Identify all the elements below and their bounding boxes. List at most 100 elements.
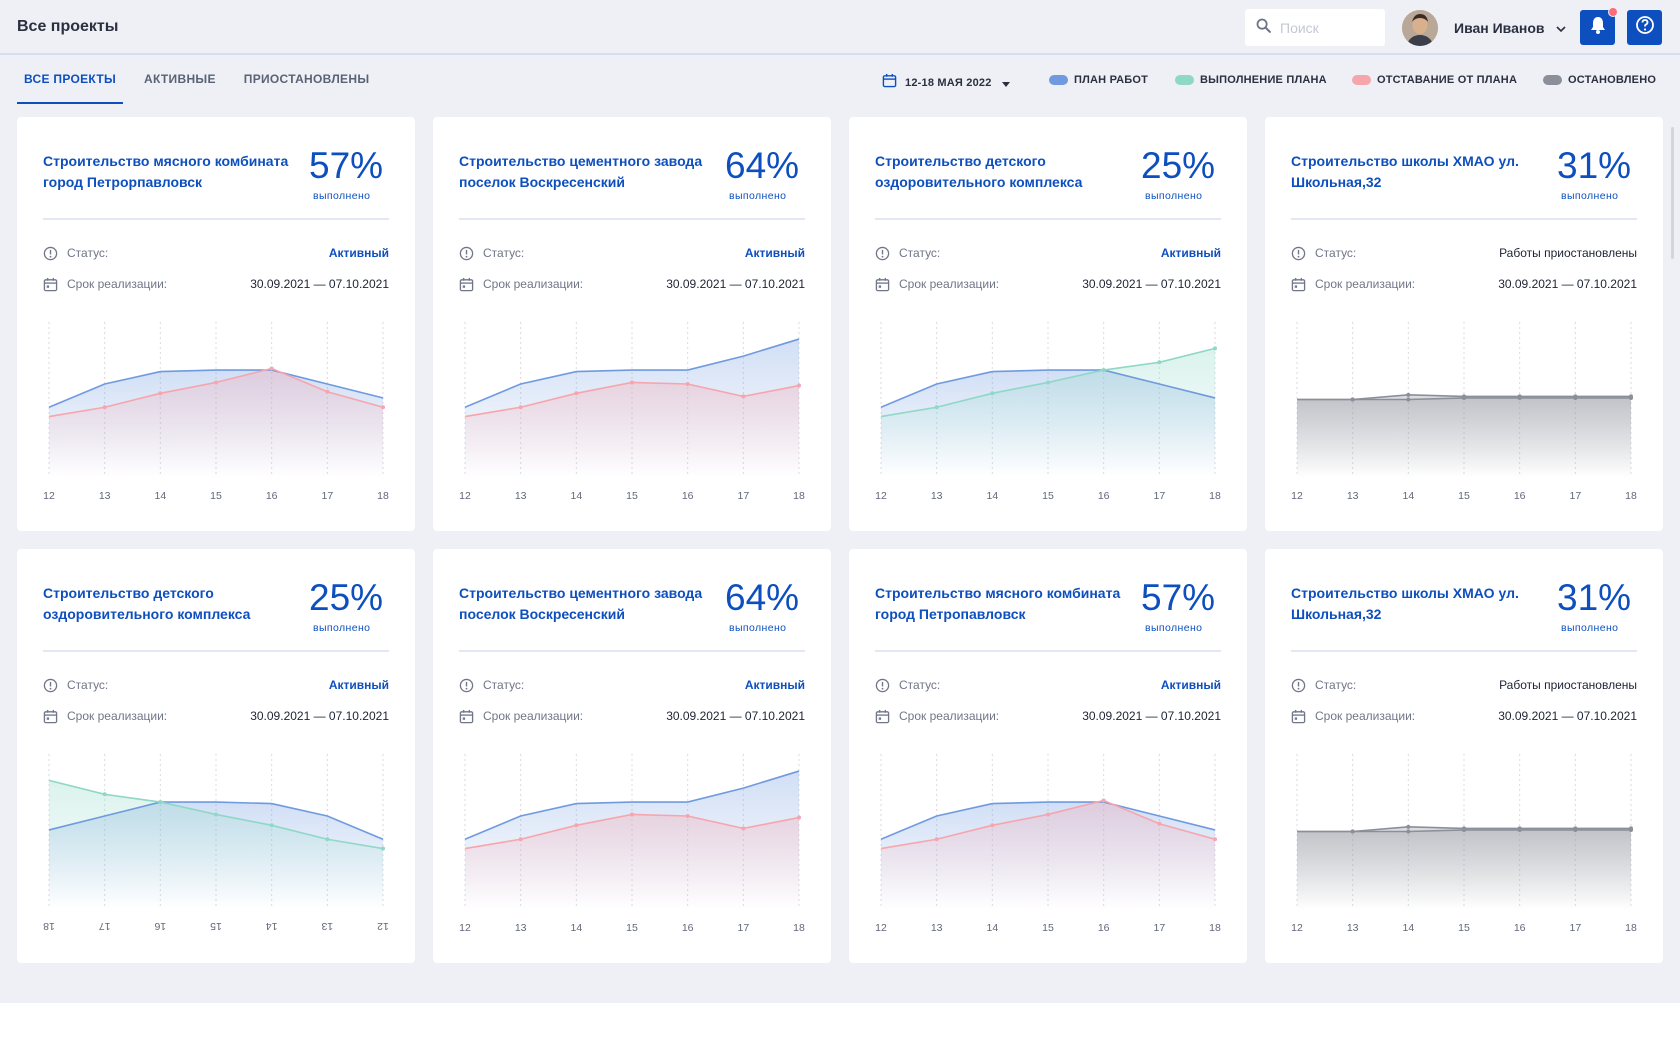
x-tick-label: 14 bbox=[570, 922, 582, 934]
project-title[interactable]: Строительство детского оздоровительного … bbox=[875, 153, 1083, 190]
divider bbox=[875, 650, 1221, 652]
help-button[interactable] bbox=[1627, 10, 1662, 45]
x-tick-label: 16 bbox=[154, 920, 166, 932]
data-point bbox=[1101, 368, 1106, 373]
data-point bbox=[934, 405, 939, 410]
completion-percent: 64% bbox=[725, 145, 800, 186]
divider bbox=[459, 218, 805, 220]
project-title[interactable]: Строительство детского оздоровительного … bbox=[43, 585, 251, 622]
project-title[interactable]: Строительство цементного завода поселок … bbox=[459, 585, 703, 622]
project-card[interactable]: Строительство мясного комбината город Пе… bbox=[17, 117, 415, 531]
project-card[interactable]: Строительство школы ХМАО ул. Школьная,32… bbox=[1265, 117, 1663, 531]
x-tick-label: 15 bbox=[1042, 922, 1054, 934]
project-title[interactable]: Строительство школы ХМАО ул. Школьная,32 bbox=[1291, 153, 1519, 190]
user-menu[interactable]: Иван Иванов bbox=[1402, 10, 1567, 46]
project-card[interactable]: Строительство детского оздоровительного … bbox=[17, 549, 415, 963]
tab-active[interactable]: АКТИВНЫЕ bbox=[144, 72, 216, 86]
status-label: Статус: bbox=[1315, 678, 1357, 692]
project-card[interactable]: Строительство цементного завода поселок … bbox=[433, 117, 831, 531]
x-tick-label: 15 bbox=[1458, 490, 1470, 502]
status-value: Работы приостановлены bbox=[1499, 246, 1637, 260]
x-tick-label: 14 bbox=[1402, 490, 1414, 502]
progress-chart: 12 13 14 15 16 17 18 bbox=[459, 754, 805, 934]
term-label: Срок реализации: bbox=[483, 709, 584, 723]
project-card[interactable]: Строительство мясного комбината город Пе… bbox=[849, 549, 1247, 963]
tab-all-projects[interactable]: ВСЕ ПРОЕКТЫ bbox=[17, 56, 124, 104]
data-point bbox=[685, 814, 690, 818]
tab-paused[interactable]: ПРИОСТАНОВЛЕНЫ bbox=[243, 72, 370, 86]
data-point bbox=[797, 383, 801, 388]
x-tick-label: 12 bbox=[875, 490, 887, 502]
x-tick-label: 17 bbox=[737, 922, 749, 934]
term-row: Срок реализации: 30.09.2021 — 07.10.2021 bbox=[459, 274, 805, 294]
status-row: Статус: Активный bbox=[43, 675, 389, 695]
project-title[interactable]: Строительство цементного завода поселок … bbox=[459, 153, 703, 190]
x-tick-label: 15 bbox=[626, 922, 638, 934]
calendar-icon bbox=[43, 277, 58, 292]
project-title[interactable]: Строительство мясного комбината город Пе… bbox=[875, 585, 1121, 622]
data-point bbox=[1573, 395, 1578, 400]
completion-label: выполнено bbox=[729, 622, 787, 634]
project-title[interactable]: Строительство школы ХМАО ул. Школьная,32 bbox=[1291, 585, 1519, 622]
data-point bbox=[1101, 798, 1106, 803]
data-point bbox=[325, 389, 330, 394]
project-card[interactable]: Строительство детского оздоровительного … bbox=[849, 117, 1247, 531]
status-row: Статус: Активный bbox=[875, 243, 1221, 263]
data-point bbox=[741, 826, 746, 831]
term-label: Срок реализации: bbox=[899, 277, 1000, 291]
info-icon bbox=[875, 246, 890, 261]
progress-chart: 12 13 14 15 16 17 18 bbox=[1291, 754, 1637, 934]
term-value: 30.09.2021 — 07.10.2021 bbox=[250, 277, 389, 291]
info-icon bbox=[459, 678, 474, 693]
chevron-down-icon bbox=[1555, 22, 1567, 34]
x-tick-label: 15 bbox=[210, 490, 222, 502]
x-tick-label: 14 bbox=[266, 920, 278, 932]
period-label: 12-18 МАЯ 2022 bbox=[905, 77, 992, 89]
data-point bbox=[1046, 812, 1050, 817]
x-tick-label: 14 bbox=[154, 490, 166, 502]
top-bar: Все проекты Иван Иванов bbox=[0, 0, 1680, 55]
x-tick-label: 12 bbox=[459, 490, 471, 502]
legend-swatch bbox=[1049, 75, 1068, 85]
project-card[interactable]: Строительство школы ХМАО ул. Школьная,32… bbox=[1265, 549, 1663, 963]
status-label: Статус: bbox=[483, 678, 525, 692]
divider bbox=[1291, 650, 1637, 652]
search-box[interactable] bbox=[1245, 9, 1385, 46]
status-label: Статус: bbox=[67, 678, 109, 692]
term-value: 30.09.2021 — 07.10.2021 bbox=[1082, 709, 1221, 723]
progress-chart: 12 13 14 15 16 17 18 bbox=[459, 322, 805, 502]
series-line bbox=[48, 369, 384, 408]
divider bbox=[43, 650, 389, 652]
x-tick-label: 12 bbox=[1291, 922, 1303, 934]
search-input[interactable] bbox=[1280, 19, 1380, 36]
legend-swatch bbox=[1175, 75, 1194, 85]
project-title[interactable]: Строительство мясного комбината город Пе… bbox=[43, 153, 289, 190]
term-label: Срок реализации: bbox=[67, 277, 168, 291]
x-tick-label: 15 bbox=[626, 490, 638, 502]
x-tick-label: 13 bbox=[515, 490, 527, 502]
completion-label: выполнено bbox=[313, 190, 371, 202]
scrollbar[interactable] bbox=[1671, 127, 1674, 259]
status-value: Работы приостановлены bbox=[1499, 678, 1637, 692]
x-tick-label: 14 bbox=[986, 490, 998, 502]
x-tick-label: 14 bbox=[570, 490, 582, 502]
notifications-button[interactable] bbox=[1580, 7, 1618, 45]
term-label: Срок реализации: bbox=[1315, 277, 1416, 291]
completion-label: выполнено bbox=[1145, 190, 1203, 202]
divider bbox=[459, 650, 805, 652]
x-tick-label: 13 bbox=[1347, 922, 1359, 934]
completion-percent: 57% bbox=[1141, 577, 1216, 618]
series-area bbox=[881, 800, 1215, 909]
data-point bbox=[1350, 397, 1355, 402]
term-row: Срок реализации: 30.09.2021 — 07.10.2021 bbox=[875, 274, 1221, 294]
period-selector[interactable]: 12-18 МАЯ 2022 bbox=[882, 73, 1010, 93]
x-tick-label: 18 bbox=[1209, 490, 1221, 502]
x-tick-label: 16 bbox=[1098, 490, 1110, 502]
series-line bbox=[464, 338, 800, 408]
calendar-icon bbox=[459, 709, 474, 724]
calendar-icon bbox=[43, 709, 58, 724]
x-tick-label: 17 bbox=[1153, 922, 1165, 934]
project-card[interactable]: Строительство цементного завода поселок … bbox=[433, 549, 831, 963]
data-point bbox=[1406, 824, 1411, 829]
data-point bbox=[381, 405, 385, 410]
